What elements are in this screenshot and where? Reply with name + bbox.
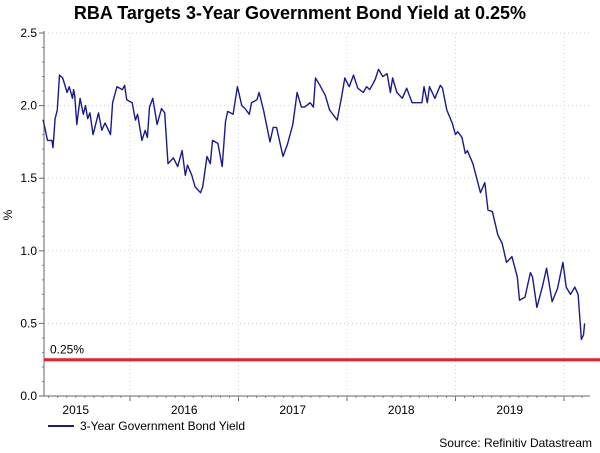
- series-line-bond-yield: [42, 68, 586, 341]
- x-tick-label: 2015: [62, 403, 89, 417]
- chart-title: RBA Targets 3-Year Government Bond Yield…: [73, 3, 527, 23]
- x-tick-label: 2016: [171, 403, 198, 417]
- legend-swatch: [48, 425, 74, 427]
- source-note: Source: Refinitiv Datastream: [439, 436, 592, 450]
- y-tick-label: 2.0: [20, 99, 37, 113]
- y-tick-label: 0.0: [20, 389, 37, 403]
- legend: 3-Year Government Bond Yield: [48, 419, 245, 433]
- legend-label: 3-Year Government Bond Yield: [80, 419, 245, 433]
- x-tick-label: 2017: [279, 403, 306, 417]
- y-tick-label: 0.5: [20, 316, 37, 330]
- y-tick-label: 1.0: [20, 244, 37, 258]
- y-tick-label: 2.5: [20, 26, 37, 40]
- y-axis-label: %: [1, 209, 15, 220]
- x-tick-label: 2019: [496, 403, 523, 417]
- reference-line-label: 0.25%: [50, 343, 84, 357]
- y-tick-label: 1.5: [20, 171, 37, 185]
- x-tick-label: 2018: [388, 403, 415, 417]
